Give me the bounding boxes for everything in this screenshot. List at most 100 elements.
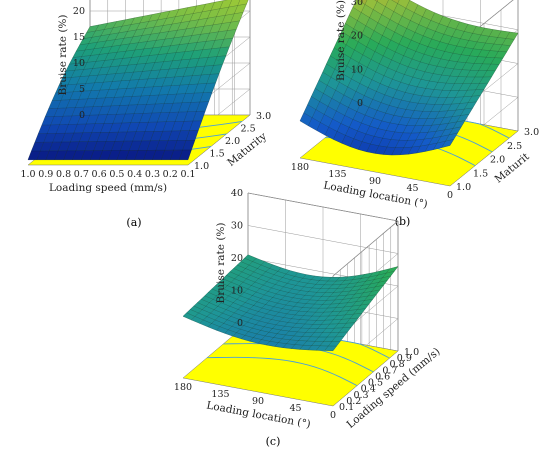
mesh-line [83, 12, 244, 39]
x-tick-label: 90 [369, 176, 381, 187]
x-tick-label: 0.1 [180, 169, 195, 180]
z-axis-label: Bruise rate (%) [57, 14, 69, 95]
x-tick-label: 45 [289, 403, 301, 414]
mesh-line [326, 63, 477, 105]
panel-label: (a) [126, 216, 141, 229]
gridline [332, 220, 399, 277]
x-axis-label: Loading speed (mm/s) [49, 182, 167, 194]
y-tick-label: 0.8 [390, 359, 405, 370]
mesh-line [45, 110, 206, 117]
z-tick-label: 40 [231, 188, 243, 199]
z-tick-label: 10 [351, 64, 363, 75]
mesh-line [72, 37, 233, 58]
mesh-line [89, 0, 228, 27]
y-tick-label: 0.7 [382, 365, 397, 376]
mesh-line [349, 15, 500, 65]
z-tick-label: 10 [73, 58, 85, 69]
y-tick-label: 2.0 [490, 155, 505, 166]
mesh-line [62, 64, 223, 79]
mesh-line [190, 309, 341, 342]
x-tick-label: 0.3 [145, 169, 160, 180]
y-tick-label: 0.5 [368, 378, 383, 389]
z-tick-label: 20 [73, 6, 85, 17]
z-tick-label: 0 [237, 318, 243, 329]
mesh-line [352, 7, 503, 59]
mesh-line [55, 82, 216, 94]
x-tick-label: 1.0 [20, 169, 35, 180]
x-tick-label: 0.9 [38, 169, 53, 180]
mesh-line [303, 112, 454, 148]
mesh-line [374, 0, 511, 46]
response-surface [182, 254, 399, 351]
mesh-line [315, 88, 466, 126]
mesh-line [182, 316, 334, 351]
mesh-line [330, 55, 481, 98]
mesh-line [34, 140, 195, 143]
mesh-line [48, 101, 209, 109]
z-tick-label: 15 [73, 32, 85, 43]
x-tick-label: 0.5 [109, 169, 124, 180]
mesh-line [229, 271, 380, 297]
mesh-line [333, 47, 485, 91]
y-tick-label: 0.3 [353, 390, 368, 401]
mesh-line [233, 268, 384, 293]
x-tick-label: 0.4 [127, 169, 142, 180]
x-tick-label: 0 [330, 410, 336, 421]
mesh-line [52, 92, 213, 101]
y-tick-label: 1.5 [473, 168, 488, 179]
mesh-line [193, 305, 344, 338]
mesh-line [318, 80, 469, 119]
mesh-line [391, 0, 515, 40]
mesh-line [226, 275, 377, 301]
surface-plot-b: 010203040180135904501.01.52.02.53.0Bruis… [291, 0, 539, 228]
panel-label: (c) [266, 435, 281, 448]
mesh-line [76, 29, 237, 52]
mesh-line [211, 288, 362, 317]
contour-line [207, 356, 358, 387]
mesh-line [86, 3, 247, 33]
z-tick-label: 20 [231, 253, 243, 264]
z-axis-label: Bruise rate (%) [335, 0, 347, 81]
mesh-line [244, 258, 395, 282]
y-tick-label: 0.9 [397, 353, 412, 364]
mesh-line [408, 0, 519, 34]
y-tick-label: 1.5 [210, 149, 225, 160]
z-tick-label: 30 [231, 221, 243, 232]
y-tick-label: 1.0 [456, 182, 471, 193]
mesh-line [240, 261, 391, 286]
mesh-line [247, 254, 399, 278]
mesh-line [357, 0, 507, 53]
mesh-line [38, 130, 199, 134]
z-tick-label: 0 [357, 98, 363, 109]
mesh-line [299, 120, 451, 156]
z-tick-label: 30 [351, 0, 363, 8]
x-tick-label: 180 [174, 382, 192, 393]
mesh-line [215, 285, 366, 313]
mesh-line [237, 264, 388, 289]
surface-plot-a: 05101520251.00.90.80.70.60.50.40.30.20.1… [20, 0, 271, 229]
x-tick-label: 0.2 [163, 169, 178, 180]
mesh-line [307, 104, 458, 141]
mesh-line [79, 20, 240, 46]
x-tick-label: 135 [211, 389, 229, 400]
y-tick-label: 3.0 [524, 127, 539, 138]
response-surface [299, 0, 519, 156]
panel-label: (b) [395, 215, 411, 228]
y-tick-label: 0.6 [375, 371, 390, 382]
mesh-line [31, 149, 192, 152]
mesh-line [186, 312, 337, 347]
mesh-line [345, 23, 496, 71]
mesh-line [65, 55, 226, 72]
y-tick-label: 1.0 [404, 347, 419, 358]
x-tick-label: 180 [291, 162, 309, 173]
x-tick-label: 45 [406, 183, 418, 194]
mesh-line [208, 292, 359, 321]
z-tick-label: 0 [79, 110, 85, 121]
y-tick-label: 2.5 [241, 124, 256, 135]
mesh-line [222, 278, 373, 305]
x-tick-label: 0.7 [74, 169, 89, 180]
mesh-line [341, 31, 492, 78]
y-tick-label: 2.0 [225, 136, 240, 147]
mesh-line [69, 46, 230, 65]
